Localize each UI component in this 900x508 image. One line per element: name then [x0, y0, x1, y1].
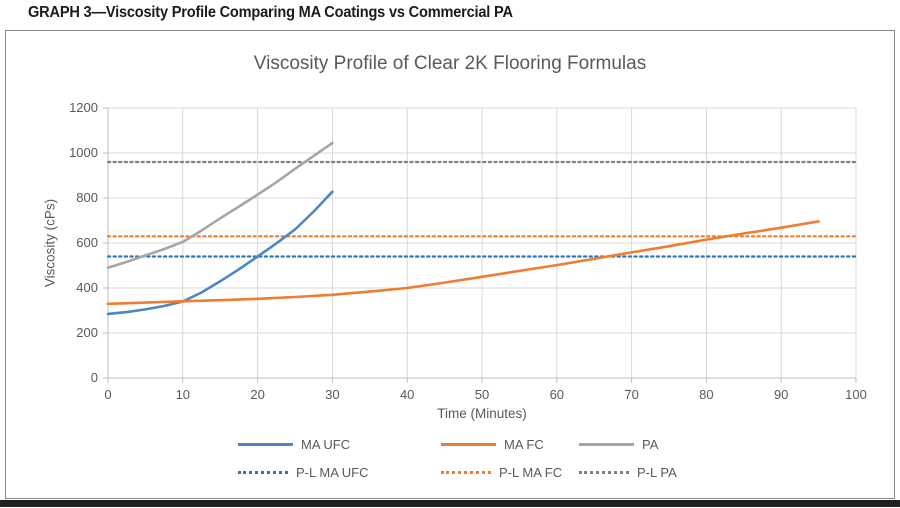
y-tick-label: 800	[76, 190, 98, 205]
x-tick-label: 50	[474, 387, 490, 402]
legend-swatch-p-l-ma-fc	[441, 470, 491, 474]
legend-swatch-pa	[579, 442, 634, 446]
legend-item-ma-ufc: MA UFC	[238, 436, 350, 452]
y-tick-label: 1000	[69, 145, 98, 160]
series-line-ma-ufc	[106, 190, 334, 316]
y-tick-label: 1200	[69, 100, 98, 115]
bottom-rule	[0, 500, 900, 507]
legend-item-p-l-ma-fc: P-L MA FC	[441, 464, 562, 480]
x-tick-label: 0	[104, 387, 112, 402]
legend-item-p-l-pa: P-L PA	[579, 464, 677, 480]
legend-swatch-p-l-ma-ufc	[238, 470, 288, 474]
x-tick-label: 60	[549, 387, 565, 402]
chart-frame: Viscosity Profile of Clear 2K Flooring F…	[5, 30, 895, 499]
y-tick-label: 400	[76, 280, 98, 295]
legend-item-ma-fc: MA FC	[441, 436, 544, 452]
chart-title: Viscosity Profile of Clear 2K Flooring F…	[253, 53, 647, 74]
legend-label: P-L MA UFC	[296, 464, 369, 480]
y-tick-label: 200	[76, 325, 98, 340]
x-tick-label: 10	[175, 387, 191, 402]
x-tick-label: 70	[624, 387, 639, 402]
x-axis-title: Time (Minutes)	[437, 406, 527, 421]
legend-label: P-L PA	[637, 464, 677, 480]
x-tick-label: 30	[325, 387, 340, 402]
y-tick-label: 0	[90, 370, 98, 385]
x-tick-label: 80	[699, 387, 714, 402]
legend-label: PA	[642, 436, 659, 452]
series-line-ma-fc	[106, 220, 820, 306]
legend-swatch-p-l-pa	[579, 470, 629, 474]
y-tick-label: 600	[76, 235, 98, 250]
legend-label: MA FC	[504, 436, 544, 452]
legend-label: P-L MA FC	[499, 464, 563, 480]
document-header: GRAPH 3—Viscosity Profile Comparing MA C…	[28, 4, 513, 21]
legend-item-pa: PA	[579, 436, 658, 452]
legend-swatch-ma-fc	[441, 442, 496, 446]
series-line-pa	[106, 141, 334, 270]
x-tick-label: 20	[250, 387, 265, 402]
x-tick-label: 90	[773, 387, 789, 402]
x-tick-label: 100	[845, 387, 867, 402]
legend-item-p-l-ma-ufc: P-L MA UFC	[238, 464, 368, 480]
legend-swatch-ma-ufc	[238, 442, 293, 446]
x-tick-label: 40	[399, 387, 415, 402]
plot-svg	[103, 107, 858, 383]
legend-label: MA UFC	[301, 436, 351, 452]
